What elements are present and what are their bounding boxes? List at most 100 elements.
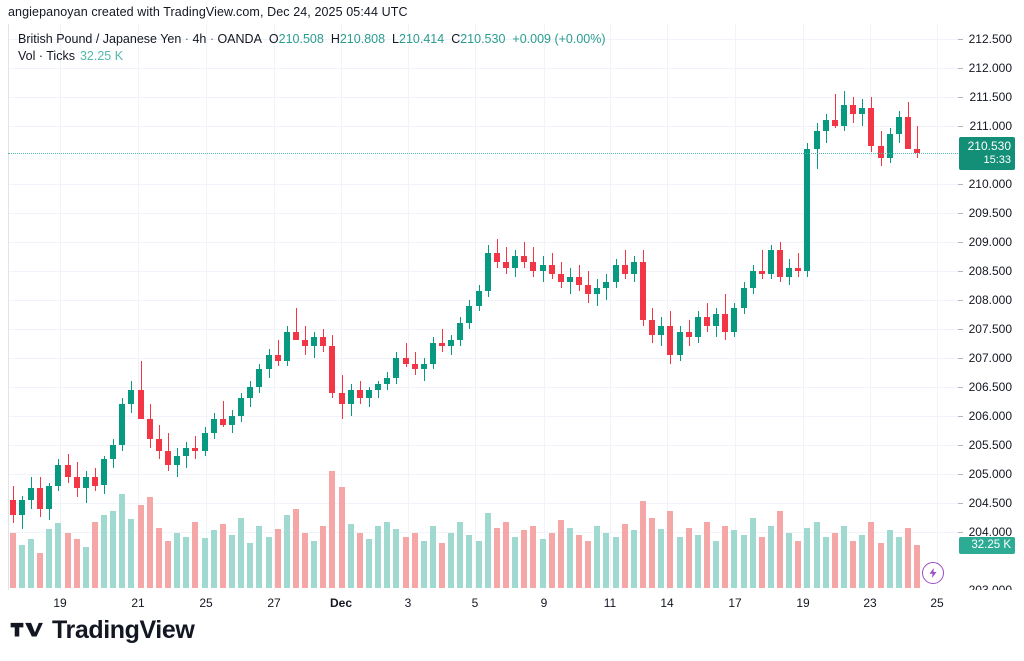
price-axis-label: 209.500 [968,205,1012,220]
candle-wick [223,401,224,428]
volume-bar [430,526,436,588]
current-price-line [8,152,958,154]
candle-body [457,322,463,341]
volume-bar [503,521,509,588]
volume-bar [466,534,472,588]
gridline-horizontal [8,502,958,504]
time-axis-label: 17 [728,596,742,610]
candle-body [256,369,262,387]
legend-interval[interactable]: 4h [192,32,207,46]
current-volume-badge[interactable]: 32.25 K [959,537,1015,555]
tradingview-footer-logo[interactable]: TradingView [10,618,195,643]
volume-bar [156,528,162,588]
legend-low-value: 210.414 [399,32,445,46]
volume-bar [896,536,902,588]
candle-body [448,340,454,347]
legend-open-key: O [268,32,279,46]
candle-wick [442,328,443,352]
volume-bar [357,532,363,588]
time-axis-label: 23 [863,596,877,610]
chart-plot-area[interactable] [8,24,958,590]
time-axis[interactable]: 19 21 25 27 Dec 3 5 9 11 14 17 19 23 25 [8,590,1016,616]
volume-bar [302,532,308,588]
candle-body [430,343,436,364]
volume-bar [174,532,180,588]
volume-bar [823,536,829,588]
time-axis-label: 5 [471,596,479,610]
volume-bar [667,511,673,588]
candle-body [686,331,692,338]
volume-bar [74,538,80,588]
candle-body [238,398,244,416]
volume-bar [457,521,463,588]
price-axis[interactable]: 210.530 15:33 32.25 K 212.500 212.000 211.… [958,24,1016,597]
candle-body [768,250,774,274]
volume-bar [850,541,856,588]
volume-bar [412,532,418,588]
volume-bar [275,529,281,588]
candle-body [211,418,217,434]
volume-bar [750,517,756,588]
candle-body [649,320,655,335]
volume-bar [247,543,253,588]
candle-body [339,392,345,405]
candle-body [19,500,25,515]
candle-body [823,119,829,132]
candle-wick [378,381,379,399]
tradingview-logo-icon [10,622,43,636]
gridline-vertical [735,24,736,590]
candle-body [275,354,281,361]
candle-body [667,325,673,355]
gridline-horizontal [8,444,958,446]
replay-bolt-icon[interactable] [922,562,944,584]
candle-body [530,262,536,271]
candle-body [521,256,527,262]
candle-body [494,253,500,262]
candle-body [567,276,573,283]
volume-bar [147,497,153,588]
gridline-horizontal [8,386,958,388]
candle-wick [533,247,534,277]
candle-body [896,116,902,135]
volume-bar [28,538,34,588]
volume-bar [640,500,646,588]
candle-wick [406,343,407,367]
gridline-vertical [544,24,545,590]
candle-body [403,357,409,364]
candle-body [476,291,482,306]
volume-bar [37,552,43,588]
candle-body [110,444,116,460]
volume-bar [256,526,262,588]
volume-bar [814,521,820,588]
candle-body [731,308,737,332]
legend-volume-label[interactable]: Vol · Ticks [18,49,75,63]
price-axis-label: 211.000 [969,118,1013,133]
candle-body [65,465,71,477]
volume-bar [649,517,655,588]
legend-low-key: L [392,32,399,46]
time-axis-label: 25 [930,596,944,610]
price-axis-tick [958,38,963,40]
volume-bar [731,530,737,588]
candle-wick [424,357,425,381]
volume-bar [311,541,317,588]
time-axis-label: 27 [267,596,281,610]
price-axis-tick [958,183,963,185]
candle-body [741,288,747,309]
price-axis-tick [958,67,963,69]
legend-symbol[interactable]: British Pound / Japanese Yen [18,32,182,46]
candle-body [357,389,363,399]
volume-bar [549,532,555,588]
candle-body [55,465,61,486]
candle-body [713,314,719,326]
volume-bar [841,526,847,588]
volume-bar [421,541,427,588]
current-price-badge[interactable]: 210.530 15:33 [959,136,1015,170]
volume-bar [19,545,25,588]
price-axis-label: 212.500 [968,31,1012,46]
volume-bar [521,530,527,588]
candle-body [750,270,756,289]
volume-bar [110,511,116,588]
candle-body [147,418,153,440]
